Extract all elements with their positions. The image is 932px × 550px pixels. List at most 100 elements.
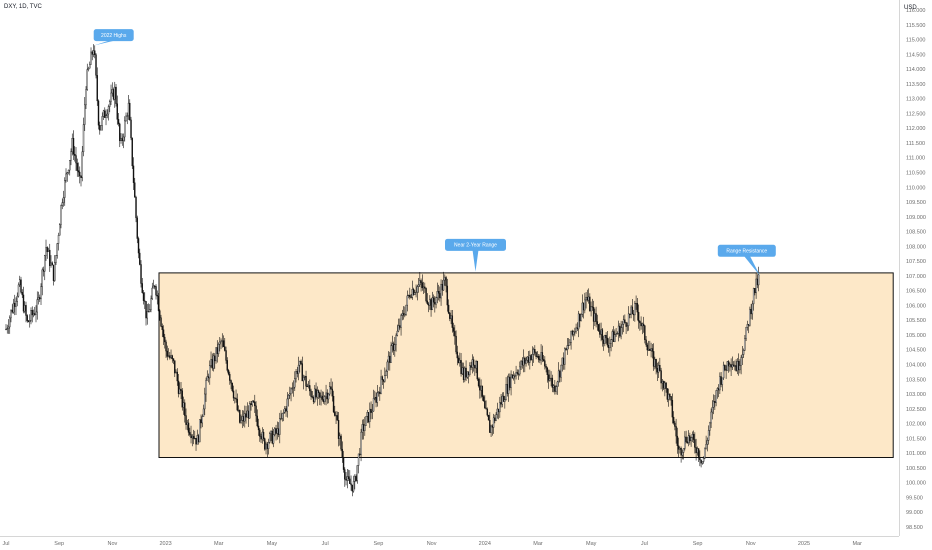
candle (562, 352, 565, 370)
candle (87, 66, 90, 72)
candle (206, 370, 208, 381)
candle (290, 387, 292, 402)
callout-pointer (472, 249, 479, 272)
candle (676, 427, 679, 454)
candle (532, 347, 535, 363)
candle (140, 260, 142, 288)
candle (412, 287, 415, 296)
candle (685, 430, 687, 444)
candle (50, 255, 52, 268)
candle (184, 399, 186, 423)
callout-pointer (93, 40, 117, 46)
candle (35, 305, 37, 323)
price-tick-label: 105.000 (906, 333, 926, 339)
candle (535, 351, 537, 360)
candle (207, 373, 210, 383)
candle (542, 355, 545, 362)
candle (666, 387, 669, 403)
candle (281, 413, 283, 422)
candle (736, 358, 739, 375)
callout-box (445, 238, 506, 251)
candle (381, 375, 384, 386)
candle (640, 316, 642, 330)
candle (260, 433, 262, 443)
candle (704, 447, 706, 460)
candle (166, 345, 168, 361)
candle (15, 297, 17, 316)
candle (692, 430, 695, 443)
candle (491, 424, 494, 436)
candle (144, 292, 146, 310)
candle (171, 354, 173, 363)
candle (196, 429, 198, 445)
candle (554, 380, 556, 395)
candle (315, 382, 317, 400)
candle (639, 320, 641, 331)
callout-3[interactable]: Range Resistance (717, 244, 776, 276)
candle (230, 379, 232, 390)
candle (249, 401, 251, 419)
candle (541, 345, 544, 363)
time-axis[interactable]: Jul Sep Nov 2023 Mar May Jul Sep Nov 2024 Mar May Ju… (2, 541, 862, 547)
candle (606, 331, 609, 348)
candle (9, 315, 11, 334)
candle (441, 280, 444, 296)
candle (251, 400, 253, 407)
candle (396, 324, 399, 337)
price-axis[interactable]: 116.000 115.500 115.000 114.500 114.000 113.5… (906, 8, 926, 531)
candle (497, 408, 500, 420)
callout-2[interactable]: Near 2-Year Range (445, 238, 506, 272)
time-tick-label: May (267, 541, 278, 547)
callout-1[interactable]: 2022 Highs (93, 29, 134, 46)
candle (306, 383, 308, 388)
candle (324, 394, 326, 405)
candle (271, 427, 273, 445)
candle (282, 409, 285, 422)
candle (387, 351, 390, 371)
candle (216, 340, 218, 363)
symbol-label: DXY, 1D, TVC (4, 4, 42, 10)
candle (310, 388, 312, 400)
candle (494, 414, 496, 424)
candle (751, 300, 754, 320)
candle (445, 275, 447, 293)
candle (421, 274, 424, 291)
candle (480, 379, 482, 399)
candle (180, 382, 182, 399)
candle (115, 83, 117, 107)
time-tick-label: 2024 (479, 541, 491, 547)
candle (256, 409, 258, 428)
candle (244, 405, 246, 428)
candle (600, 322, 602, 342)
price-tick-label: 110.000 (906, 185, 925, 191)
candle (164, 333, 166, 349)
candle (680, 446, 682, 463)
price-tick-label: 109.000 (906, 215, 926, 221)
candle (254, 394, 256, 413)
candle (507, 373, 510, 402)
candle (167, 348, 170, 358)
price-tick-label: 103.000 (906, 392, 926, 398)
candle (602, 335, 605, 351)
candle (304, 375, 306, 381)
price-tick-label: 102.500 (906, 407, 926, 413)
price-tick-label: 116.000 (906, 8, 925, 14)
candle (432, 294, 435, 308)
candle (619, 323, 621, 338)
candle (644, 324, 646, 344)
candle (185, 408, 187, 430)
time-tick-label: May (586, 541, 597, 547)
candle (632, 310, 635, 321)
candle (376, 385, 379, 407)
currency-label[interactable]: USD (904, 5, 917, 11)
candle (569, 338, 571, 346)
candle (719, 372, 721, 395)
candle (404, 306, 406, 318)
candle (10, 309, 12, 323)
candle (296, 366, 298, 378)
candle (586, 289, 589, 302)
price-tick-label: 111.500 (906, 141, 925, 147)
candle (130, 116, 132, 141)
candle (757, 266, 760, 292)
